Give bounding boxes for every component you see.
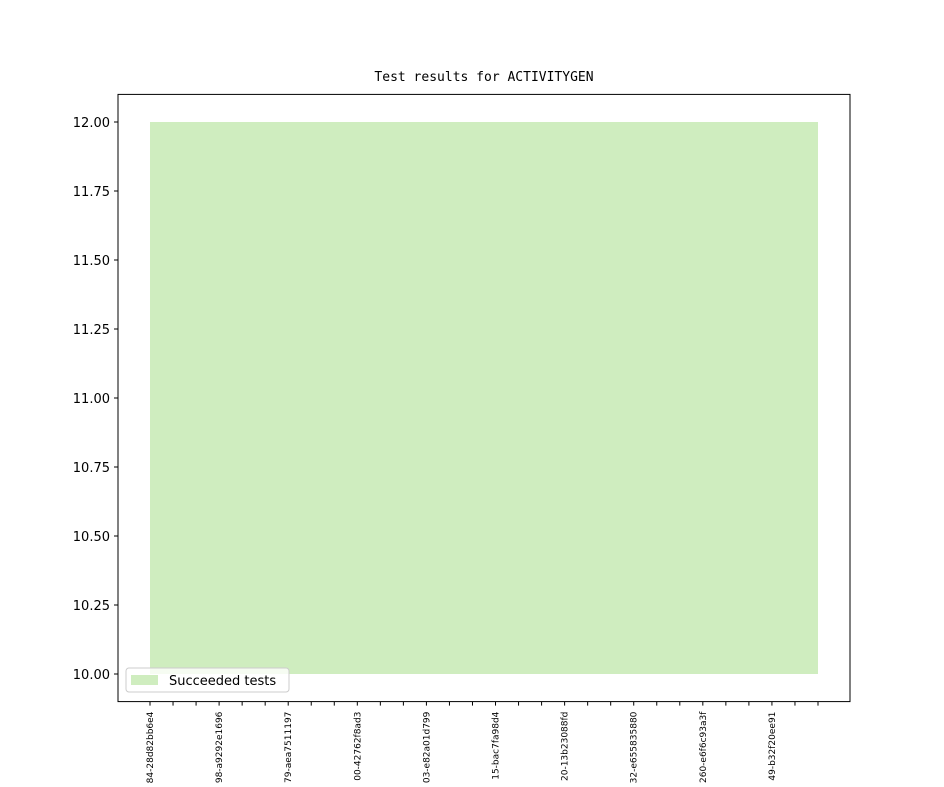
x-tick-label: 20-13b23088fd	[561, 712, 571, 781]
x-tick-label: 79-aea7511197	[284, 712, 294, 783]
x-tick-label: 15-bac7fa98d4	[492, 711, 502, 779]
legend-swatch	[131, 675, 158, 685]
area	[150, 122, 818, 674]
y-tick-label: 10.25	[73, 599, 110, 614]
y-tick-label: 11.75	[73, 185, 110, 200]
y-tick-label: 11.50	[73, 254, 110, 269]
x-tick-label: 03-e82a01d799	[422, 711, 432, 783]
x-tick-label: 00-42762f8ad3	[353, 712, 363, 781]
legend-label: Succeeded tests	[169, 674, 276, 689]
x-tick-label: 49-b32f20ee91	[768, 712, 778, 781]
x-tick-label: 32-e655835880	[630, 711, 640, 783]
legend-box	[125, 667, 290, 693]
y-tick-label: 11.00	[73, 392, 110, 407]
chart-title: Test results for ACTIVITYGEN	[374, 70, 593, 85]
y-tick-label: 10.00	[73, 668, 110, 683]
legend: Succeeded tests	[125, 667, 290, 693]
y-tick-label: 10.50	[73, 530, 110, 545]
y-tick-label: 10.75	[73, 461, 110, 476]
x-tick-label: 260-e6f6c93a3f	[699, 711, 709, 783]
x-tick-label: 98-a9292e1696	[215, 711, 225, 783]
y-tick-label: 11.25	[73, 323, 110, 338]
x-tick-label: 84-28d82bb6e4	[146, 711, 156, 783]
y-tick-label: 12.00	[73, 116, 110, 131]
